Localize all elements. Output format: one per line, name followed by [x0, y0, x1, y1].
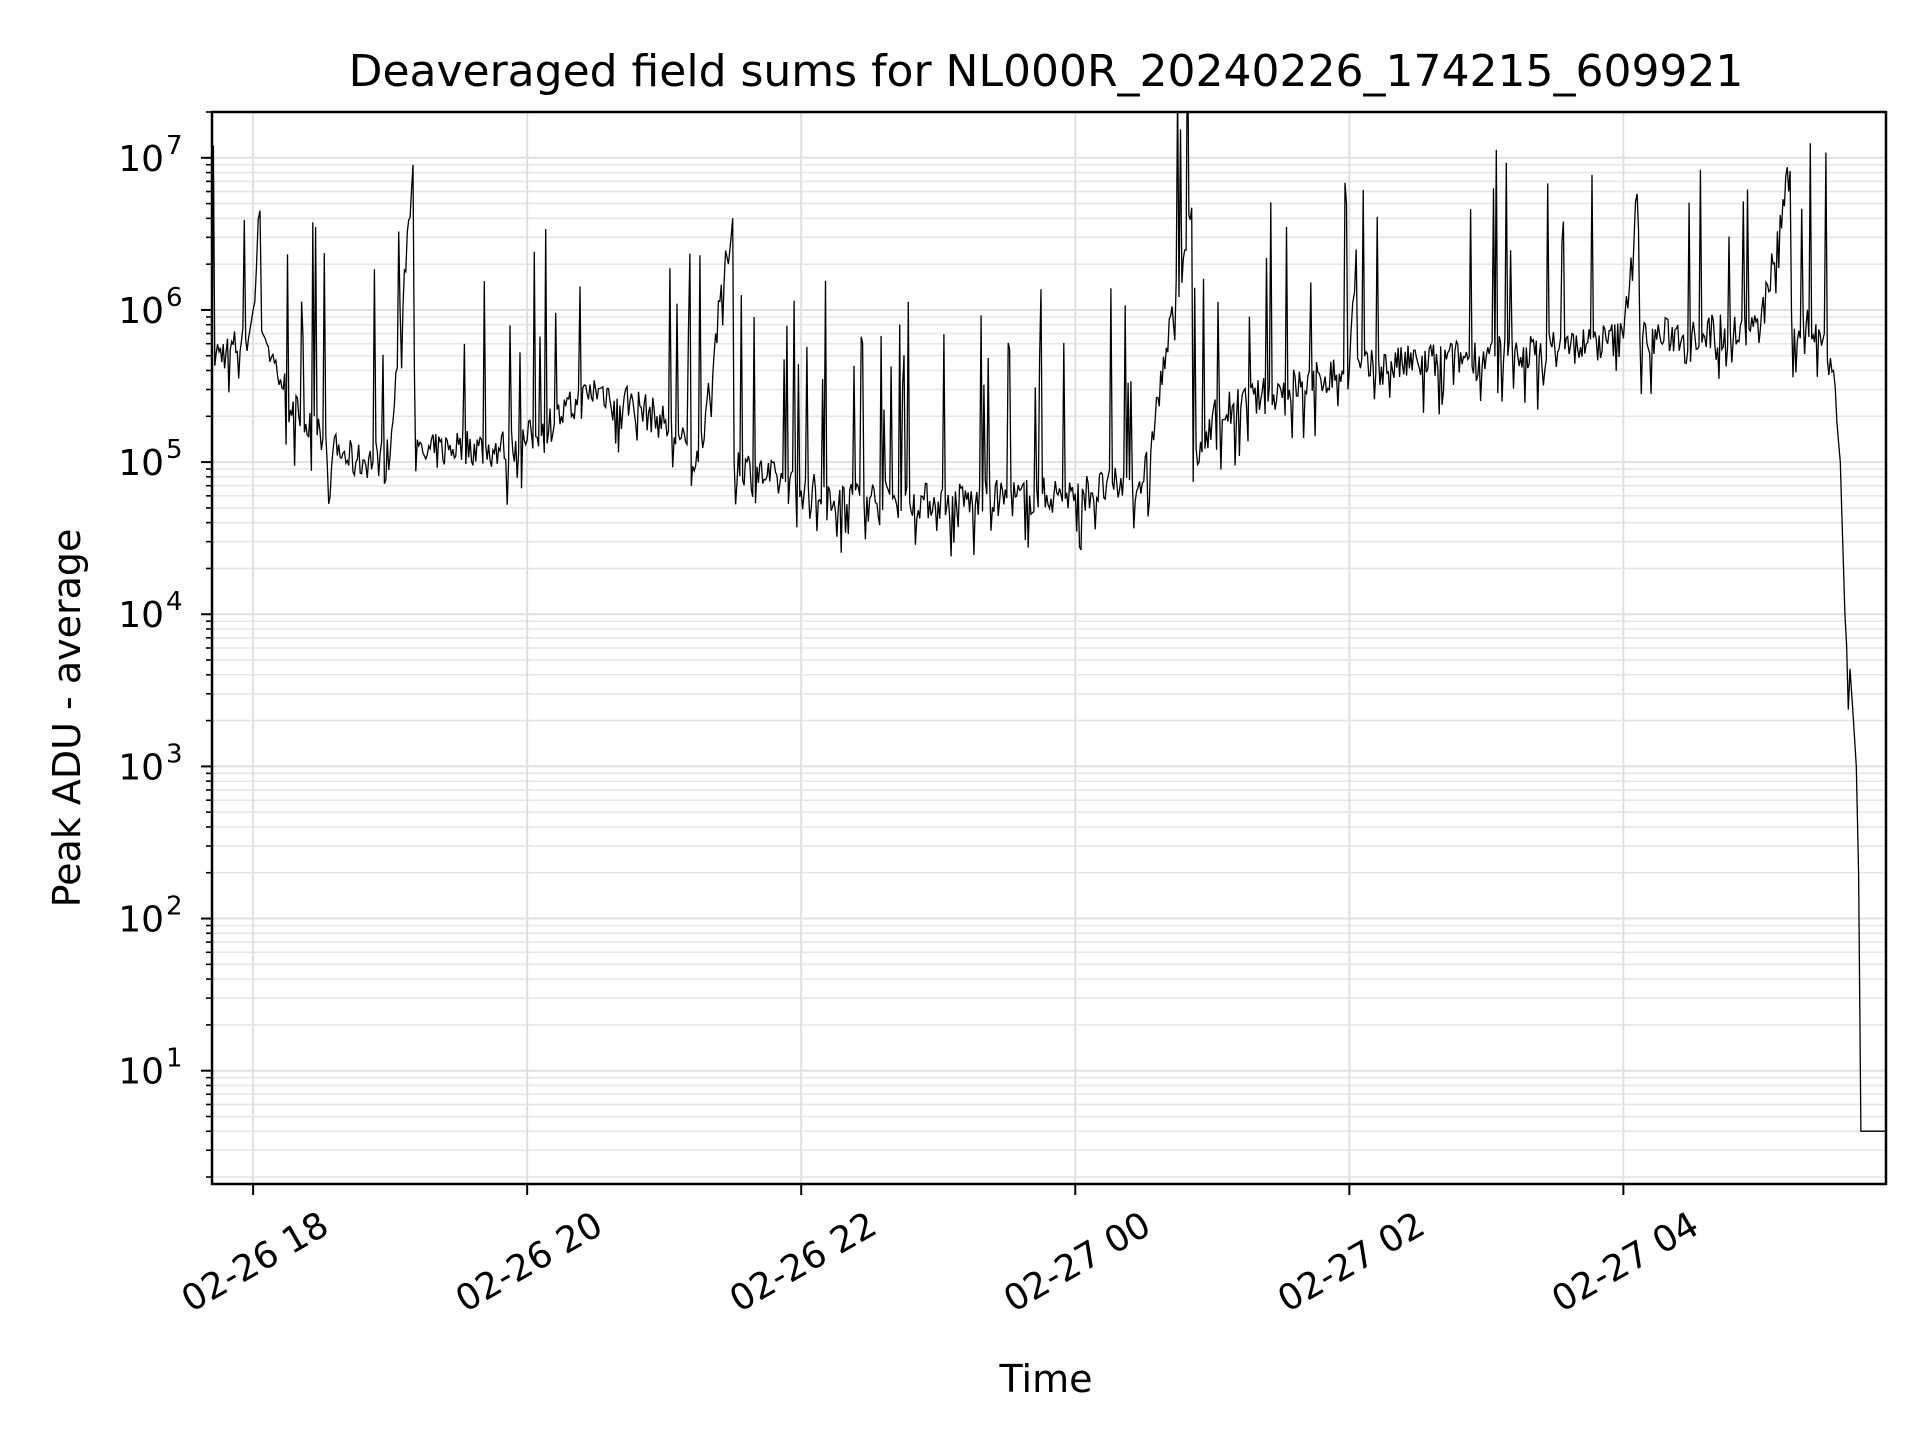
series-line [212, 112, 1886, 1132]
y-tick-exponent: 5 [166, 435, 183, 465]
y-tick-label: 10 [118, 1052, 164, 1093]
y-tick-exponent: 6 [166, 283, 183, 313]
x-axis-label: Time [999, 1357, 1093, 1401]
y-tick-label: 10 [118, 900, 164, 941]
y-tick-label: 10 [118, 747, 164, 788]
y-tick-exponent: 3 [166, 739, 183, 769]
plot-area [212, 112, 1886, 1132]
y-axis-label: Peak ADU - average [45, 529, 89, 908]
y-tick-label: 10 [118, 291, 164, 332]
grid [212, 111, 1886, 1184]
y-tick-exponent: 7 [166, 131, 183, 161]
y-tick-label: 10 [118, 443, 164, 484]
chart-title: Deaveraged field sums for NL000R_2024022… [349, 46, 1744, 97]
y-tick-exponent: 2 [166, 892, 183, 922]
y-tick-label: 10 [118, 595, 164, 636]
y-tick-exponent: 1 [166, 1044, 183, 1074]
y-tick-exponent: 4 [166, 587, 183, 617]
y-tick-label: 10 [118, 139, 164, 180]
